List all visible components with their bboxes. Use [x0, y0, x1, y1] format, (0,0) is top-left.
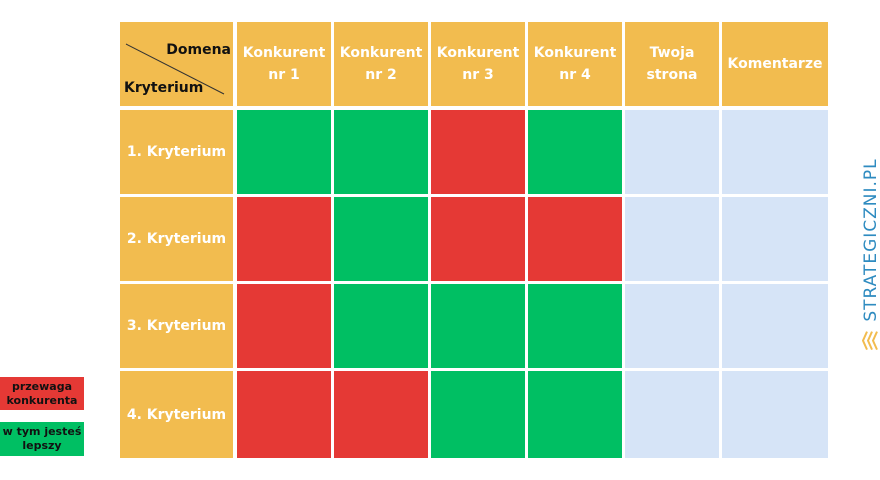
matrix-cell-empty — [625, 110, 719, 194]
matrix-cell-empty — [722, 110, 828, 194]
stacked-chevrons-logo-icon — [862, 331, 878, 351]
matrix-cell-lepszy — [528, 284, 622, 368]
matrix-cell-lepszy — [334, 197, 428, 281]
row-header-criterion-4: 4. Kryterium — [120, 371, 233, 458]
diagonal-divider — [125, 43, 225, 95]
matrix-cell-przewaga — [528, 197, 622, 281]
matrix-cell-przewaga — [334, 371, 428, 458]
matrix-cell-przewaga — [237, 371, 331, 458]
corner-domain-label: Domena — [166, 42, 231, 58]
matrix-cell-empty — [625, 371, 719, 458]
matrix-cell-lepszy — [237, 110, 331, 194]
column-header-competitor-2: Konkurent nr 2 — [334, 22, 428, 106]
column-header-competitor-4: Konkurent nr 4 — [528, 22, 622, 106]
matrix-cell-lepszy — [528, 110, 622, 194]
corner-criterion-label: Kryterium — [124, 80, 204, 96]
matrix-cell-lepszy — [528, 371, 622, 458]
matrix-cell-lepszy — [334, 110, 428, 194]
competitor-comparison-table: Domena Kryterium Konkurent nr 1 Konkurent… — [120, 22, 828, 458]
row-header-criterion-2: 2. Kryterium — [120, 197, 233, 281]
brand-name: STRATEGICZNI.PL — [861, 158, 880, 322]
matrix-cell-empty — [722, 371, 828, 458]
legend-competitor-advantage: przewaga konkurenta — [0, 377, 84, 410]
matrix-cell-przewaga — [237, 197, 331, 281]
column-header-competitor-3: Konkurent nr 3 — [431, 22, 525, 106]
matrix-cell-empty — [722, 284, 828, 368]
legend-you-are-better: w tym jesteś lepszy — [0, 422, 84, 456]
matrix-cell-lepszy — [431, 284, 525, 368]
corner-header-cell: Domena Kryterium — [120, 22, 233, 106]
row-header-criterion-3: 3. Kryterium — [120, 284, 233, 368]
matrix-cell-przewaga — [431, 110, 525, 194]
matrix-cell-empty — [722, 197, 828, 281]
row-header-criterion-1: 1. Kryterium — [120, 110, 233, 194]
matrix-cell-lepszy — [334, 284, 428, 368]
matrix-cell-lepszy — [431, 371, 525, 458]
brand-logo: STRATEGICZNI.PL — [861, 158, 880, 351]
matrix-cell-empty — [625, 197, 719, 281]
matrix-cell-empty — [625, 284, 719, 368]
matrix-cell-przewaga — [431, 197, 525, 281]
matrix-cell-przewaga — [237, 284, 331, 368]
column-header-your-side: Twoja strona — [625, 22, 719, 106]
column-header-competitor-1: Konkurent nr 1 — [237, 22, 331, 106]
column-header-comments: Komentarze — [722, 22, 828, 106]
